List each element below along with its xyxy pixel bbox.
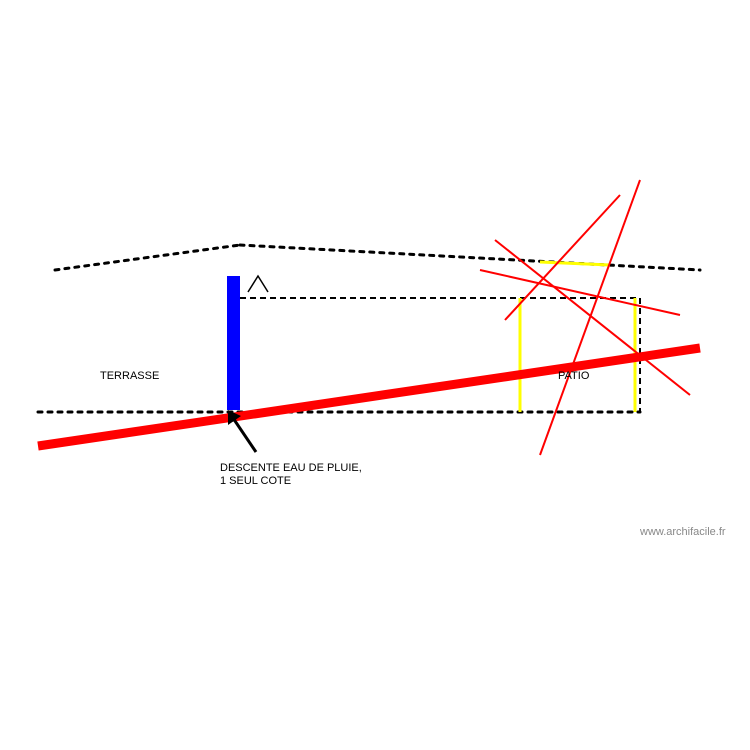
triangle-marker [248,276,268,292]
patio-label: PATIO [558,370,589,382]
red-thin-4 [540,180,640,455]
red-thick [38,348,700,446]
dotted-top-right [240,245,700,270]
watermark: www.archifacile.fr [640,526,726,538]
blue-bar [227,276,240,410]
descente-label: DESCENTE EAU DE PLUIE, 1 SEUL COTE [220,462,362,488]
arrow-line [233,418,256,452]
dotted-top-left [55,245,240,270]
terrasse-label: TERRASSE [100,370,159,382]
red-thin-1 [505,195,620,320]
yellow-top [540,262,610,265]
